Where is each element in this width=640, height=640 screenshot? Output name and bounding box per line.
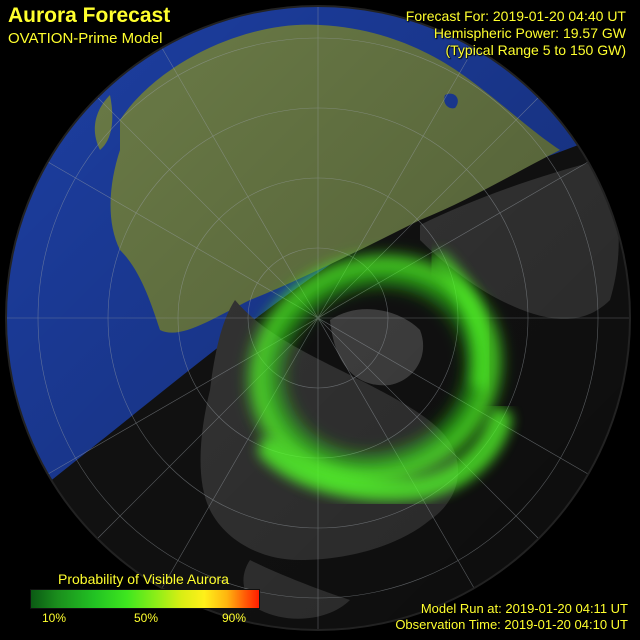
aurora-oval [241, 248, 512, 502]
legend-title: Probability of Visible Aurora [58, 571, 229, 587]
model-subtitle: OVATION-Prime Model [8, 30, 163, 47]
observation-time: Observation Time: 2019-01-20 04:10 UT [395, 617, 628, 632]
typical-range: (Typical Range 5 to 150 GW) [445, 42, 626, 58]
legend-tick-50: 50% [134, 611, 159, 625]
probability-legend: Probability of Visible Aurora 10% 50% 90… [30, 571, 260, 627]
legend-tick-10: 10% [42, 611, 67, 625]
page-title: Aurora Forecast [8, 4, 171, 27]
legend-color-bar [30, 589, 260, 609]
model-run-time: Model Run at: 2019-01-20 04:11 UT [420, 601, 628, 616]
legend-tick-90: 90% [222, 611, 247, 625]
hemispheric-power: Hemispheric Power: 19.57 GW [433, 25, 626, 41]
forecast-time: Forecast For: 2019-01-20 04:40 UT [405, 8, 626, 24]
